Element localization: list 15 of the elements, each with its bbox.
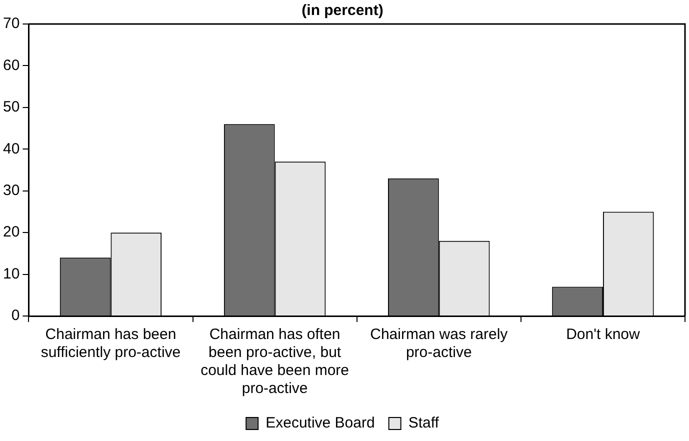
chart-title: (in percent) (302, 2, 384, 20)
y-tick-label: 0 (11, 307, 20, 324)
legend-label: Executive Board (266, 414, 375, 432)
y-tick-label: 70 (2, 15, 20, 32)
y-tick-label: 20 (2, 224, 20, 241)
y-tick-label: 60 (2, 56, 20, 74)
y-tick-label: 10 (2, 265, 20, 282)
x-tick-label: Chairman has often been pro-active, but could have been more pro-active (200, 326, 350, 398)
x-tick-label: Don't know (566, 326, 640, 344)
y-tick-label: 50 (2, 98, 20, 116)
legend-label: Staff (408, 414, 440, 432)
x-tick-label: Chairman has been sufficiently pro-active (40, 326, 181, 362)
y-tick-label: 30 (2, 182, 20, 199)
y-tick-label: 40 (2, 140, 20, 158)
x-tick-label: Chairman was rarely pro-active (370, 326, 508, 362)
